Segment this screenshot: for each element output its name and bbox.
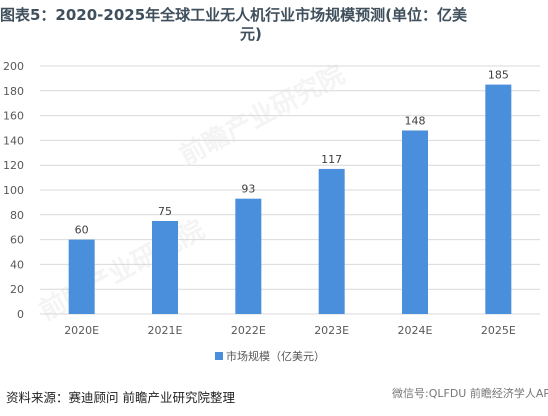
x-tick-label: 2020E	[64, 324, 99, 337]
x-tick-label: 2025E	[481, 324, 516, 337]
bar-value-label: 148	[405, 114, 426, 127]
bar	[485, 84, 512, 314]
y-tick-label: 200	[3, 60, 24, 73]
legend-label: 市场规模（亿美元）	[226, 349, 325, 363]
legend-swatch	[215, 352, 223, 360]
source-note: 资料来源：赛迪顾问 前瞻产业研究院整理	[6, 390, 235, 405]
chart-title: 图表5：2020-2025年全球工业无人机行业市场规模预测(单位：亿美 元)	[0, 6, 548, 43]
chart-title-line2: 元)	[240, 25, 262, 43]
y-tick-label: 40	[10, 258, 24, 271]
chart-title-line1: 图表5：2020-2025年全球工业无人机行业市场规模预测(单位：亿美	[0, 6, 468, 24]
y-tick-label: 0	[17, 308, 24, 321]
y-tick-label: 120	[3, 159, 24, 172]
bar	[318, 168, 345, 314]
bar-value-label: 93	[241, 183, 255, 196]
wechat-id: 微信号:QLFDU 前瞻经济学人APP	[392, 387, 548, 400]
bar	[235, 198, 262, 314]
y-tick-label: 140	[3, 134, 24, 147]
bar-value-label: 60	[75, 224, 89, 237]
y-tick-label: 20	[10, 283, 24, 296]
bar-value-label: 185	[488, 69, 509, 82]
x-tick-label: 2021E	[148, 324, 183, 337]
x-tick-label: 2024E	[398, 324, 433, 337]
bar	[402, 130, 428, 314]
y-tick-label: 160	[3, 110, 24, 123]
x-tick-label: 2023E	[314, 324, 349, 337]
y-tick-label: 60	[10, 234, 24, 247]
y-tick-label: 180	[3, 85, 24, 98]
x-tick-label: 2022E	[231, 324, 266, 337]
bar-value-label: 75	[158, 205, 172, 218]
bar-chart: 0 20 40 60 80 100 120 140 160 180 200 60 2020E 75 2021…	[3, 60, 540, 363]
bar	[152, 221, 178, 314]
y-tick-label: 100	[3, 184, 24, 197]
bar	[68, 239, 95, 314]
y-tick-label: 80	[10, 209, 24, 222]
bar-value-label: 117	[321, 153, 342, 166]
